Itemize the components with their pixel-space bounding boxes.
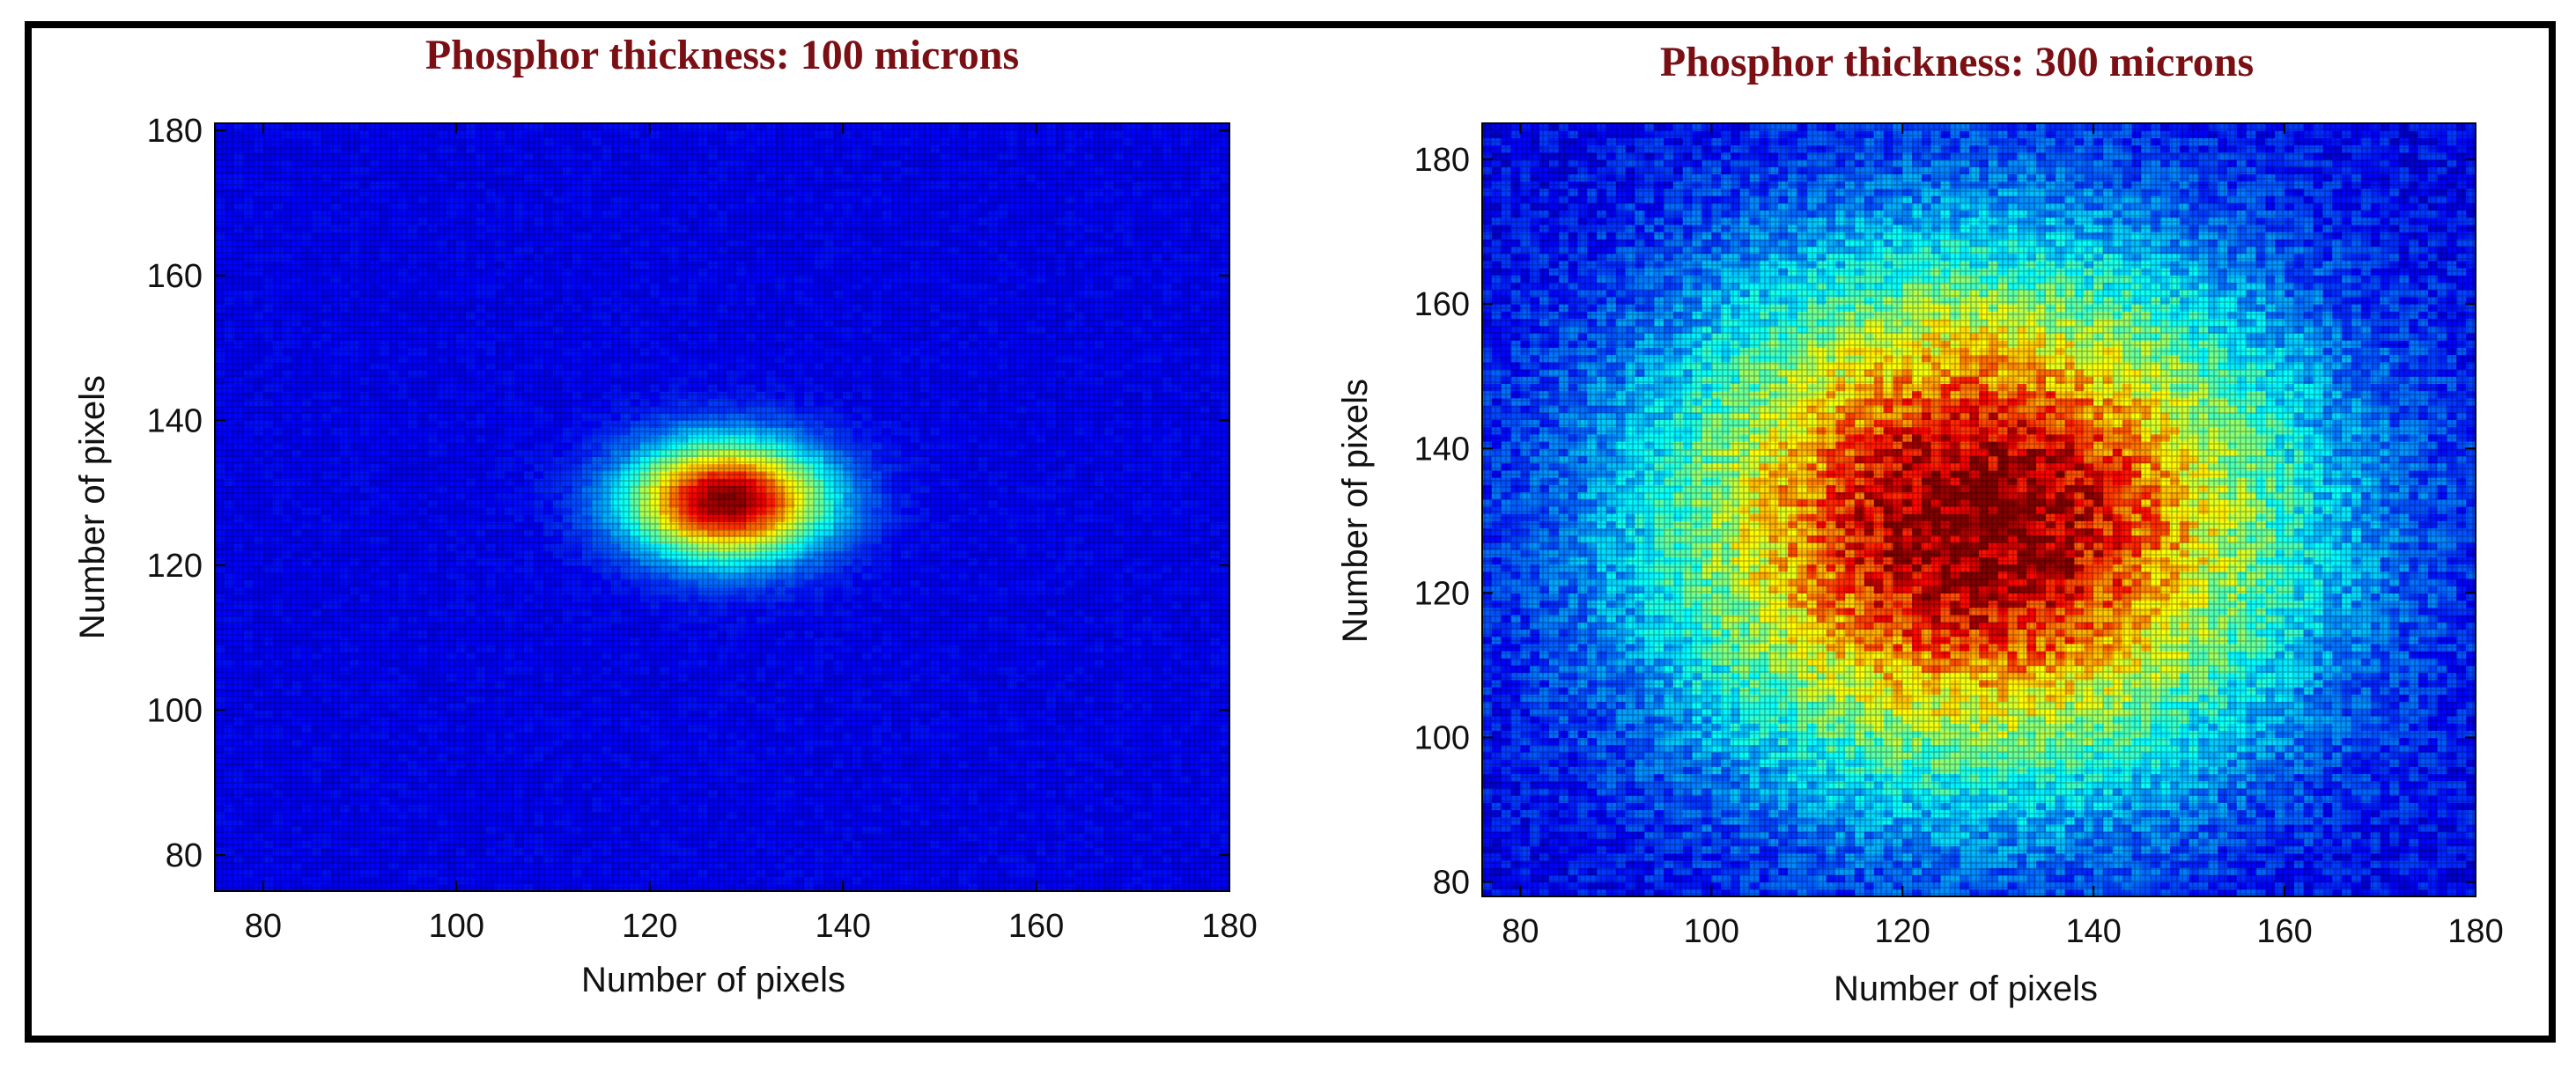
chart-title: Phosphor thickness: 100 microns <box>425 32 1019 78</box>
heatmap-chart-100-microns: Phosphor thickness: 100 microns 80 100 120… <box>73 32 1258 999</box>
chart-canvas: Phosphor thickness: 100 microns 80 100 120… <box>0 0 2576 1069</box>
